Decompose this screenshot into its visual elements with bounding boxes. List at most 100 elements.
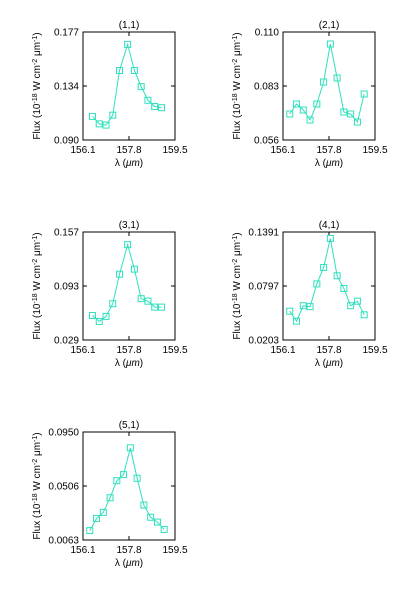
data-point [320, 78, 328, 86]
y-tick-label: 0.083 [254, 82, 279, 93]
y-tick-label: 0.0203 [248, 336, 279, 347]
plot-frame [282, 31, 376, 141]
series-line [92, 242, 162, 323]
data-point [347, 302, 355, 310]
x-tick-label: 159.5 [362, 145, 387, 156]
data-point [102, 312, 110, 320]
x-tick-label: 157.8 [316, 345, 341, 356]
data-point [360, 311, 368, 319]
data-point [353, 297, 361, 305]
x-axis-label: λ (μm) [115, 558, 143, 569]
panel-title: (2,1) [319, 20, 340, 31]
data-point [124, 40, 132, 48]
data-point [144, 96, 152, 104]
data-point [116, 270, 124, 278]
data-point [99, 508, 107, 516]
data-point [157, 303, 165, 311]
data-point [130, 265, 138, 273]
data-point [120, 471, 128, 479]
x-tick-label: 157.8 [116, 545, 141, 556]
panel-1: (1,1) 156.1 157.8 159.5 0.090 0.134 0.177 λ (μm… [32, 20, 188, 169]
x-axis-label: λ (μm) [315, 358, 343, 369]
data-point [313, 100, 321, 108]
x-tick-label: 156.1 [70, 545, 95, 556]
y-tick-label: 0.110 [255, 28, 280, 39]
data-point [147, 513, 155, 521]
data-point [133, 474, 141, 482]
data-point [126, 444, 134, 452]
data-point [86, 527, 94, 535]
data-point [151, 102, 159, 110]
y-axis-label: Flux (10-18 W cm-2 μm-1) [32, 32, 44, 139]
data-point [151, 303, 159, 311]
y-tick-label: 0.157 [54, 228, 79, 239]
panel-2: (2,1) 156.1 157.8 159.5 0.056 0.083 0.110 λ (μm… [232, 20, 388, 169]
y-tick-label: 0.1391 [248, 228, 279, 239]
data-point [124, 241, 132, 249]
data-point [333, 272, 341, 280]
x-tick-label: 157.8 [316, 145, 341, 156]
panel-4: (4,1) 156.1 157.8 159.5 0.0203 0.0797 0.1391 λ … [232, 220, 388, 369]
data-point [88, 312, 96, 320]
x-tick-label: 156.1 [70, 345, 95, 356]
data-point [293, 100, 301, 108]
data-point [88, 112, 96, 120]
data-point [113, 477, 121, 485]
data-point [109, 111, 117, 119]
x-axis-label: λ (μm) [115, 358, 143, 369]
data-point [299, 302, 307, 310]
data-point [320, 264, 328, 272]
y-tick-label: 0.0950 [48, 428, 79, 439]
series-line [92, 42, 162, 126]
x-tick-label: 159.5 [162, 345, 187, 356]
data-point [137, 295, 145, 303]
panel-title: (1,1) [119, 20, 140, 31]
x-tick-label: 156.1 [270, 145, 295, 156]
panel-title: (3,1) [119, 220, 140, 231]
x-axis-label: λ (μm) [115, 158, 143, 169]
data-point [144, 297, 152, 305]
data-point [109, 300, 117, 308]
panel-5: (5,1) 156.1 157.8 159.5 0.0063 0.0506 0.0950 λ … [32, 420, 188, 569]
y-axis-label: Flux (10-18 W cm-2 μm-1) [32, 232, 44, 339]
y-tick-label: 0.029 [54, 336, 79, 347]
x-tick-label: 159.5 [362, 345, 387, 356]
data-point [360, 90, 368, 98]
data-point [333, 74, 341, 82]
x-tick-label: 159.5 [162, 545, 187, 556]
data-point [286, 110, 294, 118]
y-axis-label: Flux (10-18 W cm-2 μm-1) [232, 232, 244, 339]
data-point [340, 284, 348, 292]
y-tick-label: 0.0797 [248, 282, 279, 293]
data-point [157, 104, 165, 112]
series-line [289, 43, 365, 124]
data-point [313, 280, 321, 288]
data-point [137, 83, 145, 91]
data-point [102, 121, 110, 129]
y-tick-label: 0.090 [54, 136, 79, 147]
data-point [93, 514, 101, 522]
data-point [95, 317, 103, 325]
y-tick-label: 0.093 [54, 282, 79, 293]
data-point [326, 234, 334, 242]
data-point [153, 518, 161, 526]
panel-title: (4,1) [319, 220, 340, 231]
y-tick-label: 0.0506 [48, 482, 79, 493]
data-point [353, 118, 361, 126]
x-tick-label: 157.8 [116, 145, 141, 156]
data-point [347, 110, 355, 118]
data-point [293, 317, 301, 325]
series-line [89, 447, 165, 531]
x-tick-label: 156.1 [70, 145, 95, 156]
data-point [130, 66, 138, 74]
data-point [326, 40, 334, 48]
data-point [160, 525, 168, 533]
y-tick-label: 0.134 [54, 82, 79, 93]
x-tick-label: 156.1 [270, 345, 295, 356]
data-point [306, 303, 314, 311]
plot-frame [82, 431, 176, 541]
data-point [286, 307, 294, 315]
data-point [299, 106, 307, 114]
panel-3: (3,1) 156.1 157.8 159.5 0.029 0.093 0.157 λ (μm… [32, 220, 188, 369]
